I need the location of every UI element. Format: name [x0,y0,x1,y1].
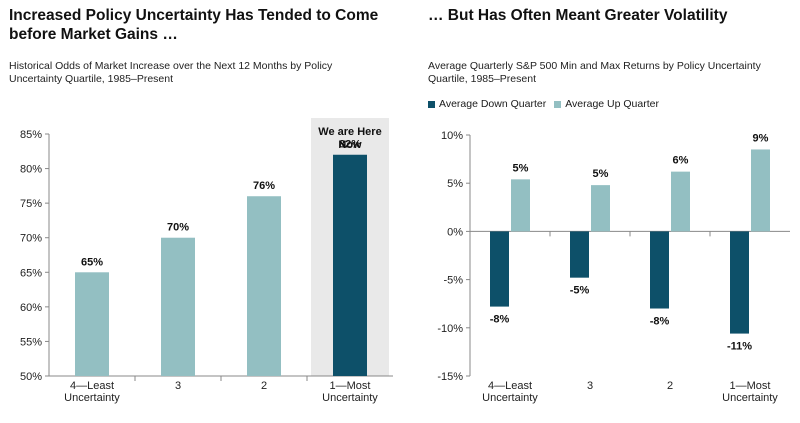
right-chart-title: … But Has Often Meant Greater Volatility [428,7,728,24]
left-chart-title: Increased Policy Uncertainty Has Tended … [9,7,379,43]
right-bar-up [591,185,610,232]
left-bar [247,196,281,376]
right-bar-down [730,231,749,334]
right-data-label-up: 5% [513,162,529,174]
legend-label-down: Average Down Quarter [439,98,547,110]
left-data-label: 70% [167,222,189,234]
right-chart-subtitle: Average Quarterly S&P 500 Min and Max Re… [428,60,761,85]
left-y-tick-label: 70% [20,233,42,245]
right-data-label-down: -8% [650,316,670,328]
left-y-tick-label: 60% [20,302,42,314]
right-data-label-up: 5% [593,168,609,180]
annotation-line-1: We are Here [318,126,381,138]
right-y-tick-label: -15% [437,371,463,383]
left-data-label: 65% [81,256,103,268]
right-x-tick-label: 3 [587,380,593,392]
left-data-label: 76% [253,180,275,192]
right-data-label-up: 6% [673,155,689,167]
left-bar [161,237,195,376]
right-bar-up [751,149,770,232]
left-chart-subtitle: Historical Odds of Market Increase over … [9,60,333,85]
left-y-tick-label: 65% [20,267,42,279]
left-x-tick-label: Uncertainty [322,392,378,404]
left-data-label: 82% [339,139,361,151]
left-y-tick-label: 50% [20,371,42,383]
left-bar [75,272,109,376]
right-y-tick-label: 0% [447,226,463,238]
legend-item-down: Average Down Quarter [428,98,546,110]
left-x-tick-label: 3 [175,380,181,392]
left-y-tick-label: 85% [20,129,42,141]
left-y-tick-label: 55% [20,336,42,348]
left-x-tick-label: Uncertainty [64,392,120,404]
legend-swatch-down [428,100,435,108]
right-y-tick-label: 10% [441,130,463,142]
left-bar [333,154,367,376]
right-x-tick-label: 1—Most [730,380,771,392]
right-x-tick-label: 4—Least [488,380,532,392]
legend-swatch-up [554,100,562,108]
right-x-tick-label: Uncertainty [482,392,538,404]
legend-label-up: Average Up Quarter [565,98,659,110]
right-bar-down [490,231,509,307]
right-data-label-up: 9% [753,132,769,144]
left-x-tick-label: 2 [261,380,267,392]
legend-item-up: Average Up Quarter [554,98,659,110]
right-data-label-down: -5% [570,285,590,297]
right-data-label-down: -8% [490,314,510,326]
right-y-tick-label: 5% [447,178,463,190]
right-bar-up [511,179,530,232]
annotation-line-2: Now [338,139,362,151]
left-y-tick-label: 75% [20,198,42,210]
right-bar-down [650,231,669,309]
left-x-tick-label: 4—Least [70,380,114,392]
left-x-tick-label: 1—Most [330,380,371,392]
right-bar-down [570,231,589,278]
right-chart-legend: Average Down Quarter Average Up Quarter [428,98,667,110]
right-x-tick-label: 2 [667,380,673,392]
right-y-tick-label: -10% [437,323,463,335]
right-x-tick-label: Uncertainty [722,392,778,404]
right-y-tick-label: -5% [443,275,463,287]
right-data-label-down: -11% [727,341,752,353]
left-y-tick-label: 80% [20,164,42,176]
right-bar-up [671,171,690,232]
